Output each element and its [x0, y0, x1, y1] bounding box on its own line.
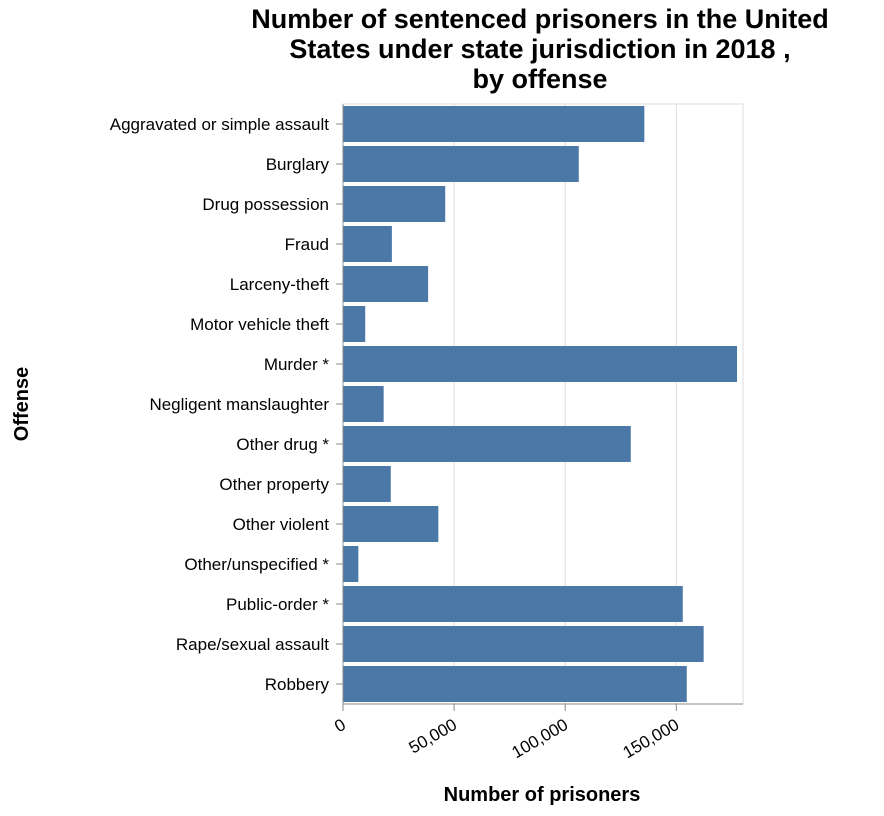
y-tick-label: Motor vehicle theft	[190, 315, 329, 334]
bar	[343, 546, 359, 582]
y-tick-label: Fraud	[285, 235, 329, 254]
y-tick-label: Other property	[219, 475, 329, 494]
bar	[343, 466, 391, 502]
y-tick-label: Other drug *	[236, 435, 329, 454]
x-tick-label: 150,000	[620, 715, 683, 762]
chart-title-line-1: Number of sentenced prisoners in the Uni…	[251, 4, 829, 34]
bar	[343, 106, 645, 142]
y-tick-label: Murder *	[264, 355, 330, 374]
bar	[343, 666, 687, 702]
x-axis-title: Number of prisoners	[444, 784, 641, 806]
y-tick-label: Rape/sexual assault	[176, 635, 329, 654]
bar	[343, 346, 737, 382]
bar	[343, 586, 683, 622]
y-axis-title: Offense	[11, 367, 33, 441]
bar	[343, 426, 631, 462]
x-tick-label: 50,000	[406, 715, 461, 757]
bar	[343, 506, 439, 542]
y-tick-label: Negligent manslaughter	[149, 395, 329, 414]
y-tick-label: Other violent	[233, 515, 330, 534]
chart-title-line-3: by offense	[472, 64, 608, 94]
bar	[343, 626, 704, 662]
y-tick-label: Robbery	[265, 675, 330, 694]
y-tick-label: Public-order *	[226, 595, 329, 614]
bar	[343, 306, 366, 342]
y-tick-label: Larceny-theft	[230, 275, 329, 294]
y-tick-label: Other/unspecified *	[184, 555, 329, 574]
y-tick-label: Burglary	[266, 155, 330, 174]
bars	[343, 106, 737, 702]
chart-title-line-2: States under state jurisdiction in 2018 …	[289, 34, 791, 64]
bar	[343, 266, 429, 302]
x-tick-label: 0	[331, 715, 349, 736]
x-tick-label: 100,000	[509, 715, 572, 762]
bar	[343, 186, 446, 222]
y-tick-label: Drug possession	[202, 195, 329, 214]
bar	[343, 226, 392, 262]
bar	[343, 386, 384, 422]
chart-title: Number of sentenced prisoners in the Uni…	[200, 4, 880, 94]
bar	[343, 146, 579, 182]
y-tick-label: Aggravated or simple assault	[110, 115, 330, 134]
